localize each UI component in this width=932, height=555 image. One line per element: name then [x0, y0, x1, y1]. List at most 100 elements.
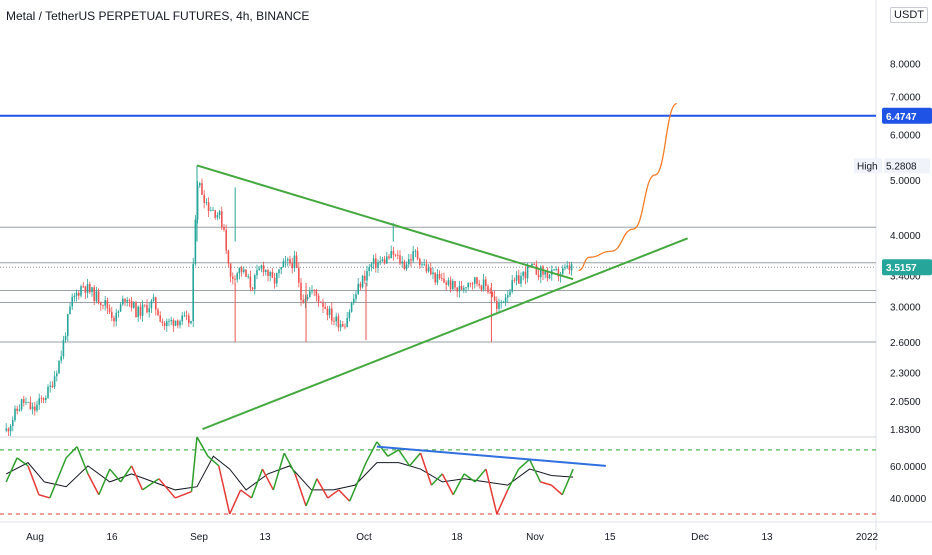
candle-body [223, 226, 225, 230]
candle-body [458, 286, 461, 292]
osc-rsi-segment [365, 441, 378, 464]
osc-rsi-segment [507, 468, 520, 491]
candle-body [16, 408, 18, 411]
osc-rsi-segment [452, 473, 465, 496]
candle-body [201, 183, 203, 195]
candle-body [64, 335, 67, 341]
osc-rsi-segment [190, 436, 198, 492]
candle-body [546, 271, 549, 278]
candle-body [498, 302, 500, 309]
osc-rsi-segment [87, 473, 100, 496]
candle-body [533, 263, 535, 265]
osc-rsi-segment [376, 441, 389, 457]
candle-body [275, 273, 278, 284]
candle-body [31, 406, 34, 410]
osc-rsi-segment [49, 457, 67, 499]
high-marker-box [854, 158, 882, 174]
candle-body [317, 295, 320, 302]
osc-y-tick-label: 60.0000 [890, 462, 927, 473]
x-tick-label: Aug [26, 532, 44, 543]
osc-rsi-segment [16, 457, 29, 467]
candle-body [14, 408, 16, 421]
osc-rsi-segment [305, 478, 318, 507]
candle-body [313, 290, 315, 291]
candle-body [66, 314, 69, 336]
candle-body [379, 261, 381, 263]
candle-body [476, 277, 478, 284]
y-tick-label: 8.0000 [890, 59, 921, 70]
osc-rsi-segment [142, 478, 160, 491]
y-tick-label: 1.8300 [890, 425, 921, 436]
candle-body [359, 283, 362, 288]
candle-body [183, 315, 186, 317]
candle-body [205, 202, 208, 204]
candle-body [132, 302, 135, 308]
candle-body [383, 259, 386, 264]
y-tick-label: 2.6000 [890, 338, 921, 349]
candle-body [456, 287, 458, 292]
candle-body [251, 287, 254, 290]
candle-body [443, 278, 445, 283]
candle-body [139, 306, 142, 316]
candle-body [18, 409, 21, 411]
candle-body [319, 301, 322, 303]
candle-body [429, 267, 432, 275]
chart-title: Metal / TetherUS PERPETUAL FUTURES, 4h, … [6, 9, 310, 23]
candle-body [352, 298, 355, 304]
candle-body [381, 259, 384, 262]
candle-body [49, 385, 51, 387]
osc-rsi-segment [109, 468, 122, 483]
candle-body [447, 280, 450, 285]
candle-body [214, 210, 216, 218]
candle-body [335, 316, 337, 322]
osc-rsi-segment [130, 465, 144, 491]
osc-rsi-segment [218, 465, 231, 515]
candle-body [517, 275, 520, 284]
candle-body [522, 271, 524, 276]
candle-body [414, 250, 417, 252]
candle-body [297, 267, 300, 283]
x-tick-label: 2022 [856, 532, 879, 543]
candle-body [196, 185, 199, 220]
candle-body [460, 286, 463, 290]
candle-body [467, 282, 469, 288]
osc-rsi-segment [5, 457, 18, 483]
candle-body [25, 402, 27, 403]
y-tick-label: 5.0000 [890, 176, 921, 187]
candle-body [203, 194, 205, 204]
candle-body [462, 287, 465, 290]
candle-body [363, 275, 366, 281]
y-tick-label: 2.0500 [890, 397, 921, 408]
candle-body [269, 271, 271, 276]
candle-body [374, 258, 377, 268]
candle-body [172, 320, 175, 326]
candle-body [293, 255, 296, 269]
osc-rsi-segment [261, 468, 274, 491]
candle-body [306, 297, 309, 300]
candle-body [220, 211, 223, 227]
candle-body [40, 398, 43, 400]
osc-rsi-segment [98, 468, 111, 496]
osc-rsi-segment [316, 478, 329, 499]
candle-body [216, 215, 219, 218]
x-tick-label: 13 [761, 532, 773, 543]
candle-body [106, 300, 109, 309]
osc-rsi-segment [327, 489, 340, 499]
candle-body [544, 271, 546, 275]
osc-rsi-segment [550, 484, 563, 496]
candle-body [124, 298, 126, 302]
candle-body [504, 297, 507, 303]
candle-body [20, 399, 23, 410]
candle-body [399, 255, 401, 264]
currency-button[interactable]: USDT [890, 7, 928, 23]
osc-rsi-segment [540, 481, 552, 486]
candle-body [337, 316, 340, 328]
candle-body [304, 299, 307, 303]
current-price-label: 3.5157 [886, 263, 917, 274]
candle-body [291, 263, 293, 269]
candle-body [95, 291, 98, 302]
high-marker-label: High [857, 161, 878, 172]
